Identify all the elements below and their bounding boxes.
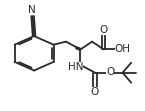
Text: N: N xyxy=(28,5,36,15)
Text: HN: HN xyxy=(68,62,83,72)
Text: O: O xyxy=(91,87,99,97)
Text: OH: OH xyxy=(115,44,131,54)
Text: O: O xyxy=(100,25,108,35)
Text: O: O xyxy=(106,67,114,77)
